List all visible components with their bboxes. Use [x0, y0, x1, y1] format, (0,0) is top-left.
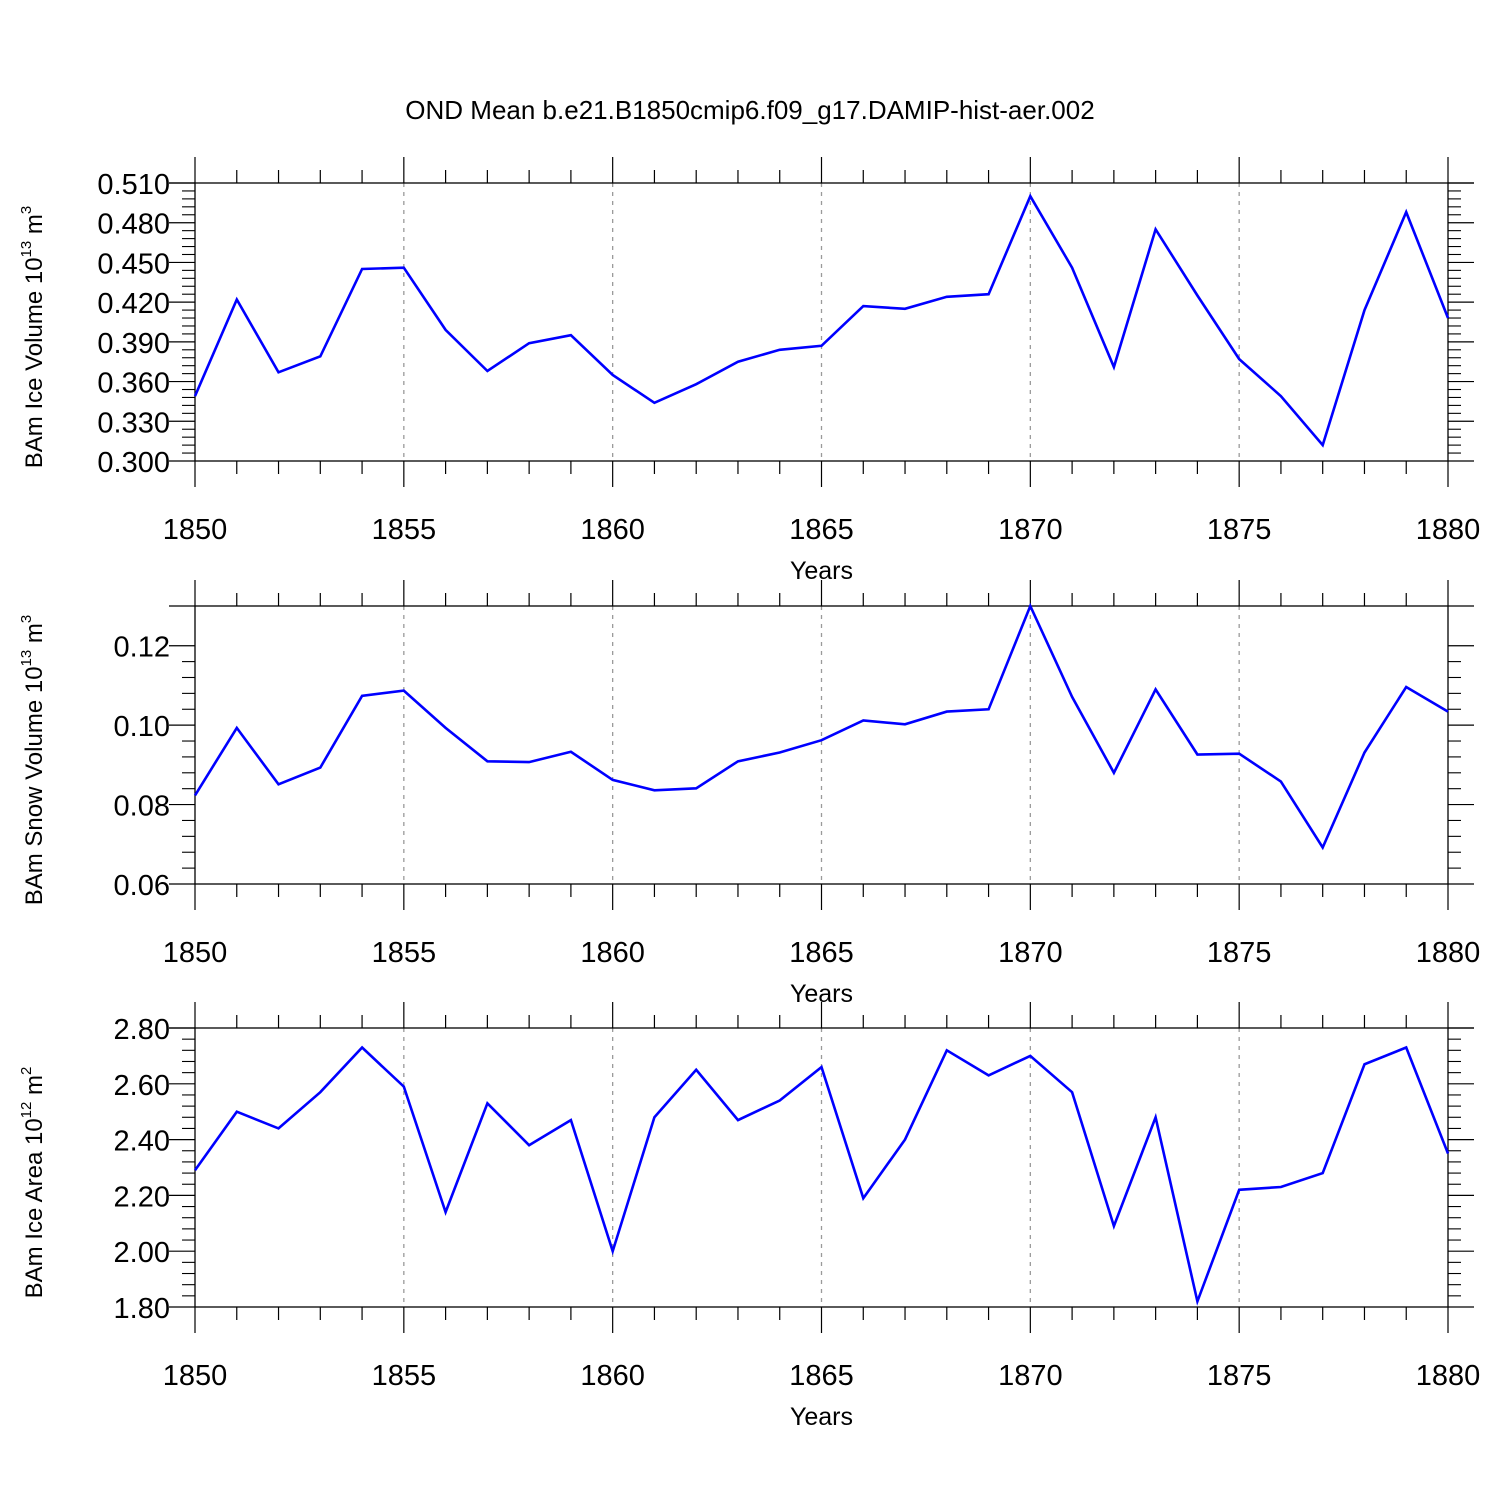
- x-axis-label: Years: [790, 1403, 853, 1431]
- x-tick-label: 1865: [789, 937, 854, 969]
- x-tick-label: 1855: [372, 937, 437, 969]
- y-tick-label: 2.20: [114, 1181, 170, 1213]
- y-tick-label: 0.450: [97, 248, 170, 280]
- chart-title: OND Mean b.e21.B1850cmip6.f09_g17.DAMIP-…: [405, 95, 1094, 125]
- y-tick-label: 2.00: [114, 1237, 170, 1269]
- x-tick-label: 1865: [789, 1360, 854, 1392]
- y-tick-label: 2.40: [114, 1126, 170, 1158]
- y-axis-label: BAm Snow Volume 1013 m3: [18, 615, 48, 906]
- x-tick-label: 1875: [1207, 937, 1272, 969]
- series-line: [193, 193, 1450, 448]
- y-tick-label: 0.510: [97, 169, 170, 201]
- x-tick-label: 1875: [1207, 514, 1272, 546]
- x-tick-label: 1880: [1416, 937, 1481, 969]
- y-tick-label: 1.80: [114, 1293, 170, 1325]
- x-tick-label: 1855: [372, 514, 437, 546]
- x-tick-label: 1860: [580, 514, 645, 546]
- x-tick-label: 1880: [1416, 514, 1481, 546]
- y-tick-label: 0.420: [97, 288, 170, 320]
- x-tick-label: 1870: [998, 1360, 1063, 1392]
- x-tick-label: 1875: [1207, 1360, 1272, 1392]
- y-tick-label: 0.300: [97, 447, 170, 479]
- series-line: [193, 1045, 1450, 1306]
- panel-1: 0.300 0.330 0.360 0.390 0.420 0.450 0.480 0.510…: [18, 157, 1480, 585]
- y-tick-label: 0.12: [114, 632, 170, 664]
- x-tick-label: 1850: [163, 937, 228, 969]
- y-tick-label: 0.330: [97, 407, 170, 439]
- x-tick-label: 1865: [789, 514, 854, 546]
- panel-3: 1.80 2.00 2.20 2.40 2.60 2.80 1850 1855 1860 1865…: [18, 1002, 1480, 1431]
- x-tick-label: 1880: [1416, 1360, 1481, 1392]
- y-tick-label: 2.80: [114, 1014, 170, 1046]
- y-axis-label: BAm Ice Area 1012 m2: [18, 1067, 48, 1299]
- y-tick-label: 0.390: [97, 328, 170, 360]
- y-tick-label: 0.360: [97, 368, 170, 400]
- panel-2: 0.06 0.08 0.10 0.12 1850 1855 1860 1865 1870 1875…: [18, 580, 1480, 1008]
- x-tick-label: 1850: [163, 1360, 228, 1392]
- x-tick-label: 1860: [580, 937, 645, 969]
- series-line: [193, 602, 1449, 851]
- x-tick-label: 1855: [372, 1360, 437, 1392]
- y-tick-label: 2.60: [114, 1070, 170, 1102]
- x-tick-label: 1860: [580, 1360, 645, 1392]
- x-tick-label: 1850: [163, 514, 228, 546]
- y-tick-label: 0.08: [114, 791, 170, 823]
- y-tick-label: 0.480: [97, 209, 170, 241]
- y-tick-label: 0.10: [114, 711, 170, 743]
- y-tick-label: 0.06: [114, 870, 170, 902]
- x-tick-label: 1870: [998, 937, 1063, 969]
- y-axis-label: BAm Ice Volume 1013 m3: [18, 206, 48, 468]
- x-tick-label: 1870: [998, 514, 1063, 546]
